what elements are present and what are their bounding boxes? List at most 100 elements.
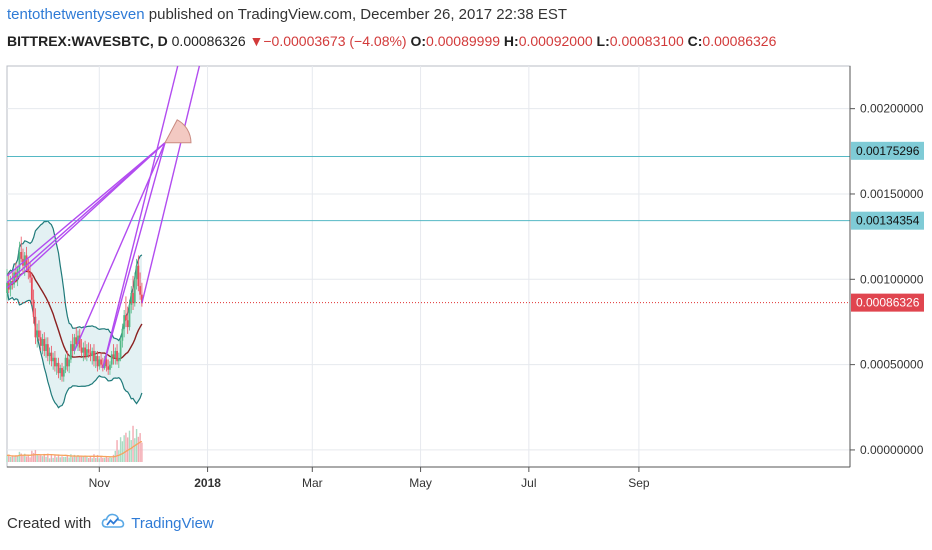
candle-body [59,368,62,374]
high-value: 0.00092000 [518,33,593,49]
candle-body [135,265,138,280]
candle-body [27,267,30,273]
axes: 0.00200000 0.00150000 0.00100000 0.00050000… [7,66,924,490]
volume-bar [103,457,106,462]
candle-body [130,292,133,305]
y-tick-label: 0.00100000 [860,272,924,286]
candle-body [100,359,102,365]
volume-bar [22,455,24,462]
symbol-label[interactable]: BITTREX:WAVESBTC, D [7,33,168,49]
volume-bar [20,453,22,462]
candle-body [141,294,143,304]
fan-lines [6,65,201,369]
candle-body [68,359,71,367]
candle-body [125,315,127,321]
volume-bar [11,456,14,462]
candle-body [61,368,63,377]
candle-body [137,265,140,287]
volume-bar [107,457,109,462]
candle-body [119,340,122,358]
volume-bar [9,456,12,462]
volume-bar [109,457,111,462]
volume-bar [116,440,118,462]
close-value: 0.00086326 [702,33,777,49]
candle-body [18,251,21,270]
volume-bar [27,454,29,462]
volume-ma [6,440,143,458]
volume-bar [59,457,61,462]
volume-bar [87,458,90,462]
candle-body [46,344,49,357]
x-tick-label: 2018 [194,476,221,490]
y-tick-label: 0.00000000 [860,443,924,457]
candle-body [55,362,58,367]
volume-bar [79,455,81,462]
candle-body [139,286,142,295]
candle-body [132,292,134,304]
created-with-text: Created with [7,514,92,532]
volume-bar [77,455,79,462]
price-badge [851,211,924,230]
chart-grid [6,65,851,468]
y-tick-label: 0.00050000 [860,358,924,372]
candle-body [54,357,56,367]
price-badge [851,293,924,312]
footer: Created with TradingView [7,512,214,534]
candle-body [117,357,120,362]
candle-body [73,337,76,351]
candle-body [41,339,44,346]
candle-body [82,347,85,353]
bollinger-upper [6,220,143,342]
volume-bar [93,454,95,462]
candle-body [38,330,40,338]
fan-arc [164,119,192,144]
candle-body [57,362,60,374]
volume-bar [29,457,31,462]
candle-body [66,357,69,367]
x-tick-label: Nov [89,476,110,490]
tradingview-cloud-icon[interactable] [101,512,125,534]
volume-bar [38,455,40,462]
change-value: −0.00003673 (−4.08%) [263,33,407,49]
candle-body [105,359,108,367]
volume-bar [75,456,77,462]
candle-body [50,352,53,362]
author-link[interactable]: tentothetwentyseven [7,6,145,23]
candle-body [36,330,39,338]
volume-bar [6,455,8,462]
volume-bar [36,454,38,462]
fan-line [6,142,166,284]
volume-bar [73,454,76,462]
candle-body [48,352,51,357]
candle-body [34,316,37,338]
volume-bar [91,458,93,462]
price-badge-label: 0.00134354 [856,214,920,228]
volume-bar [98,458,100,462]
volume-bar [111,457,113,462]
volume-bar [47,453,49,462]
volume-bar [70,454,72,462]
price-badge-label: 0.00175296 [856,144,920,158]
volume-bar [13,456,15,462]
volume-bar [57,455,60,462]
open-value: 0.00089999 [426,33,501,49]
volume-bar [8,454,10,462]
candle-body [98,359,101,367]
volume-bar [118,450,120,462]
candle-body [75,337,78,345]
volume-bar [68,457,70,462]
volume-bar [128,430,131,462]
volume-bar [24,453,26,462]
tradingview-brand[interactable]: TradingView [131,514,214,532]
candle-body [91,350,94,357]
x-tick-label: May [409,476,432,490]
volume-bar [61,456,63,462]
volume-bar [45,456,47,462]
fan-line [102,142,166,369]
candle-body [96,356,99,367]
volume-bar [43,453,45,462]
volume-bar [32,453,35,462]
volume-bar [121,441,124,462]
price-chart[interactable]: 0.00200000 0.00150000 0.00100000 0.00050000… [0,62,932,502]
candle-body [110,354,113,365]
